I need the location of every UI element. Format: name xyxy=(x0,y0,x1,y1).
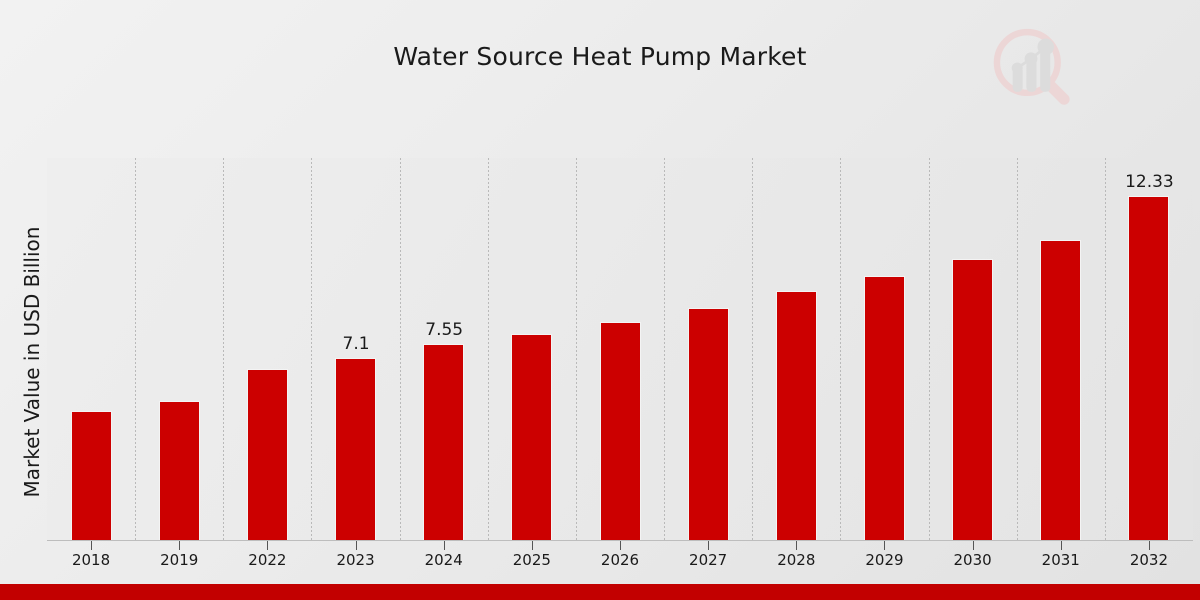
y-axis-title: Market Value in USD Billion xyxy=(20,226,44,498)
x-axis-tick xyxy=(972,541,974,550)
bar xyxy=(1040,240,1082,541)
bar xyxy=(863,275,905,541)
bar-value-label: 12.33 xyxy=(1125,172,1174,192)
x-axis-tick xyxy=(531,541,533,550)
bar xyxy=(158,401,200,541)
gridline xyxy=(399,158,401,541)
x-axis-tick xyxy=(884,541,886,550)
bar xyxy=(70,410,112,541)
bar xyxy=(423,344,465,541)
gridline xyxy=(664,158,666,541)
bar-value-label: 7.1 xyxy=(342,334,370,355)
x-axis-tick-label: 2024 xyxy=(424,551,463,569)
gridline xyxy=(135,158,137,541)
gridline xyxy=(840,158,842,541)
x-axis-tick xyxy=(443,541,445,550)
gridline xyxy=(928,158,930,541)
gridline xyxy=(575,158,577,541)
gridline xyxy=(311,158,313,541)
bar xyxy=(687,308,729,541)
x-axis-tick xyxy=(267,541,269,550)
x-axis-tick-label: 2032 xyxy=(1129,551,1169,569)
bar xyxy=(775,291,817,541)
x-axis-tick xyxy=(708,541,710,550)
x-axis-tick-label: 2030 xyxy=(953,551,992,569)
x-axis-line xyxy=(47,540,1193,541)
x-axis-tick-label: 2022 xyxy=(248,551,287,569)
gridline xyxy=(1104,158,1106,541)
x-axis-tick-label: 2029 xyxy=(865,551,904,569)
gridline xyxy=(487,158,489,541)
x-axis-tick xyxy=(355,541,357,550)
gridline xyxy=(752,158,754,541)
x-axis-tick-label: 2028 xyxy=(777,551,816,569)
plot-area: 7.1 7.55 12.33 xyxy=(47,158,1193,541)
footer-accent-band xyxy=(0,584,1200,600)
gridline xyxy=(223,158,225,541)
x-axis-tick-label: 2018 xyxy=(71,551,111,569)
x-axis-tick-label: 2027 xyxy=(689,551,728,569)
bar xyxy=(1128,196,1170,541)
x-axis-tick-label: 2019 xyxy=(160,551,199,569)
x-axis-tick xyxy=(1060,541,1062,550)
gridline xyxy=(1016,158,1018,541)
page-title: Water Source Heat Pump Market xyxy=(393,42,807,71)
x-axis-tick xyxy=(1148,541,1150,550)
x-axis-tick-label: 2025 xyxy=(512,551,551,569)
x-axis-tick xyxy=(91,541,93,550)
x-axis-tick-label: 2023 xyxy=(336,551,375,569)
bar xyxy=(246,368,288,541)
bar xyxy=(599,322,641,541)
bar xyxy=(511,334,553,541)
bar-value-label: 7.55 xyxy=(425,320,464,341)
x-axis-tick xyxy=(796,541,798,550)
bar xyxy=(335,358,377,541)
bar xyxy=(952,258,994,541)
x-axis-tick-label: 2026 xyxy=(600,551,640,569)
x-axis-tick-label: 2031 xyxy=(1041,551,1080,569)
x-axis-tick xyxy=(179,541,181,550)
x-axis-tick xyxy=(620,541,621,550)
